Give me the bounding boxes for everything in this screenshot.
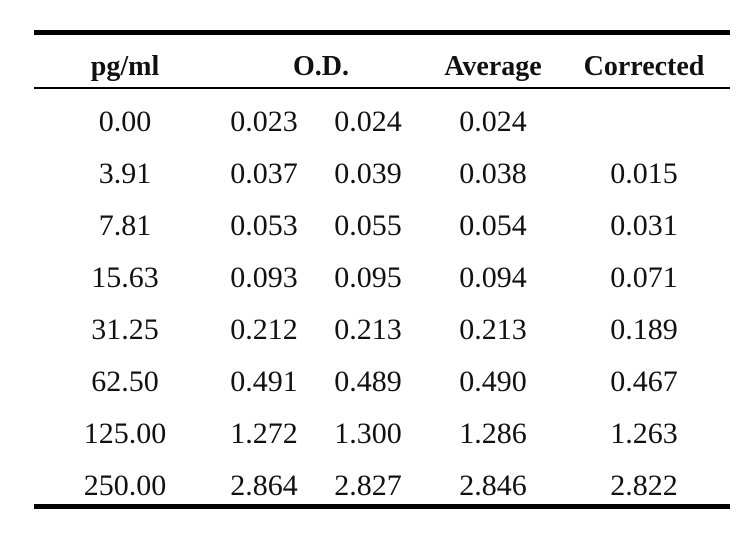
cell-average: 0.490 bbox=[459, 365, 527, 398]
cell-concentration: 7.81 bbox=[98, 209, 152, 242]
cell-average: 2.846 bbox=[459, 469, 527, 502]
cell-od-2: 2.827 bbox=[334, 469, 402, 502]
cell-average: 0.038 bbox=[459, 157, 527, 190]
cell-average: 1.286 bbox=[459, 417, 527, 450]
cell-corrected bbox=[570, 96, 718, 148]
table-row: 62.50 0.491 0.489 0.490 0.467 bbox=[34, 356, 730, 408]
cell-corrected: 0.467 bbox=[610, 365, 678, 398]
cell-concentration: 15.63 bbox=[91, 261, 159, 294]
cell-corrected: 0.071 bbox=[610, 261, 678, 294]
table-header-row: pg/ml O.D. Average Corrected bbox=[34, 35, 730, 87]
table-row: 3.91 0.037 0.039 0.038 0.015 bbox=[34, 148, 730, 200]
cell-od-1: 0.491 bbox=[230, 365, 298, 398]
cell-corrected: 0.015 bbox=[610, 157, 678, 190]
cell-od-1: 0.023 bbox=[230, 105, 298, 138]
cell-average: 0.094 bbox=[459, 261, 527, 294]
table-row: 7.81 0.053 0.055 0.054 0.031 bbox=[34, 200, 730, 252]
cell-od-1: 0.053 bbox=[230, 209, 298, 242]
cell-concentration: 62.50 bbox=[91, 365, 159, 398]
cell-od-2: 0.055 bbox=[334, 209, 402, 242]
table-row: 125.00 1.272 1.300 1.286 1.263 bbox=[34, 408, 730, 460]
table-body: 0.00 0.023 0.024 0.024 3.91 0.037 0.039 0.038 0.… bbox=[34, 89, 730, 504]
cell-od-2: 0.489 bbox=[334, 365, 402, 398]
header-average: Average bbox=[444, 51, 542, 82]
cell-average: 0.213 bbox=[459, 313, 527, 346]
cell-od-1: 0.093 bbox=[230, 261, 298, 294]
cell-od-2: 0.024 bbox=[334, 105, 402, 138]
header-corrected: Corrected bbox=[583, 51, 705, 82]
cell-concentration: 0.00 bbox=[98, 105, 152, 138]
cell-corrected: 0.031 bbox=[610, 209, 678, 242]
table-header-rule bbox=[34, 87, 730, 89]
cell-corrected: 0.189 bbox=[610, 313, 678, 346]
cell-od-2: 0.213 bbox=[334, 313, 402, 346]
cell-concentration: 31.25 bbox=[91, 313, 159, 346]
cell-concentration: 125.00 bbox=[83, 417, 167, 450]
cell-od-1: 0.037 bbox=[230, 157, 298, 190]
cell-concentration: 3.91 bbox=[98, 157, 152, 190]
standard-curve-table: pg/ml O.D. Average Corrected 0.00 0.023 0.… bbox=[34, 30, 730, 509]
cell-od-2: 0.039 bbox=[334, 157, 402, 190]
cell-average: 0.054 bbox=[459, 209, 527, 242]
table-row: 0.00 0.023 0.024 0.024 bbox=[34, 96, 730, 148]
header-od: O.D. bbox=[293, 51, 349, 82]
header-concentration: pg/ml bbox=[90, 51, 160, 82]
cell-od-1: 2.864 bbox=[230, 469, 298, 502]
table-row: 250.00 2.864 2.827 2.846 2.822 bbox=[34, 460, 730, 512]
table-top-rule bbox=[34, 30, 730, 35]
cell-od-1: 1.272 bbox=[230, 417, 298, 450]
cell-average: 0.024 bbox=[459, 105, 527, 138]
cell-concentration: 250.00 bbox=[83, 469, 167, 502]
table-row: 15.63 0.093 0.095 0.094 0.071 bbox=[34, 252, 730, 304]
cell-od-2: 0.095 bbox=[334, 261, 402, 294]
cell-od-2: 1.300 bbox=[334, 417, 402, 450]
table-row: 31.25 0.212 0.213 0.213 0.189 bbox=[34, 304, 730, 356]
cell-od-1: 0.212 bbox=[230, 313, 298, 346]
table-bottom-rule bbox=[34, 504, 730, 509]
cell-corrected: 1.263 bbox=[610, 417, 678, 450]
cell-corrected: 2.822 bbox=[610, 469, 678, 502]
